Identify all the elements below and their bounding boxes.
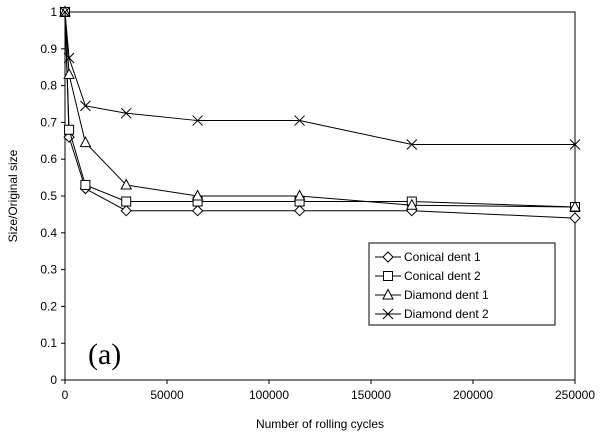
data-point	[569, 212, 581, 224]
data-point	[569, 139, 581, 150]
x-tick-label: 100000	[249, 388, 289, 402]
data-point	[406, 139, 418, 150]
legend-label: Conical dent 2	[404, 269, 481, 283]
y-tick-label: 0.8	[40, 79, 57, 93]
data-point	[191, 189, 204, 201]
y-tick-label: 1	[50, 5, 57, 19]
x-axis-ticks: 0 50000 100000 150000 200000 250000	[62, 380, 595, 402]
y-tick-label: 0.4	[40, 226, 57, 240]
legend-item: Conical dent 1	[375, 250, 481, 264]
legend-label: Diamond dent 2	[404, 307, 489, 321]
y-tick-label: 0.3	[40, 263, 57, 277]
y-tick-label: 0.9	[40, 42, 57, 56]
data-point	[191, 205, 204, 217]
legend-marker	[382, 308, 394, 320]
data-point	[405, 198, 418, 210]
panel-label: (a)	[88, 338, 121, 371]
x-tick-label: 150000	[351, 388, 391, 402]
data-point	[63, 52, 75, 64]
series-line	[64, 11, 576, 208]
data-point	[120, 205, 132, 217]
series-layer	[59, 5, 581, 224]
y-tick-label: 0.6	[40, 152, 57, 166]
legend-item: Diamond dent 1	[375, 288, 489, 302]
x-tick-label: 250000	[555, 388, 595, 402]
data-point	[63, 67, 75, 80]
data-point	[80, 100, 91, 112]
series-diamond-dent-1	[59, 5, 581, 212]
legend-marker	[382, 288, 394, 300]
x-tick-label: 50000	[150, 388, 184, 402]
data-point	[64, 124, 75, 135]
series-line	[64, 11, 576, 208]
legend-item: Conical dent 2	[375, 269, 481, 283]
data-point	[120, 178, 133, 190]
legend-marker	[383, 271, 393, 281]
y-axis-title: Size/Original size	[6, 149, 20, 242]
y-tick-label: 0.5	[40, 189, 57, 203]
legend-label: Diamond dent 1	[404, 288, 489, 302]
data-point	[59, 6, 71, 18]
y-tick-label: 0.2	[40, 299, 57, 313]
data-point	[80, 179, 91, 190]
y-tick-label: 0.1	[40, 336, 57, 350]
x-axis-title: Number of rolling cycles	[256, 417, 384, 431]
data-point	[293, 189, 306, 201]
data-point	[293, 205, 306, 217]
legend-marker	[382, 251, 394, 263]
data-point	[79, 136, 92, 148]
y-tick-label: 0.7	[40, 115, 57, 129]
data-point	[569, 200, 581, 212]
series-line	[64, 11, 576, 219]
legend-label: Conical dent 1	[404, 250, 481, 264]
series-line	[64, 11, 575, 145]
x-tick-label: 0	[62, 388, 69, 402]
legend: Conical dent 1 Conical dent 2 Diamond dent…	[368, 242, 556, 326]
data-point	[192, 115, 203, 126]
data-point	[120, 107, 132, 119]
data-point	[294, 115, 305, 126]
series-diamond-dent-2	[59, 6, 581, 150]
y-axis-ticks: 0 0.1 0.2 0.3 0.4 0.5 0.6 0.7 0.8 0.9 1	[40, 5, 65, 387]
legend-item: Diamond dent 2	[375, 307, 489, 321]
y-tick-label: 0	[50, 373, 57, 387]
x-tick-label: 200000	[453, 388, 493, 402]
data-point	[121, 196, 132, 207]
